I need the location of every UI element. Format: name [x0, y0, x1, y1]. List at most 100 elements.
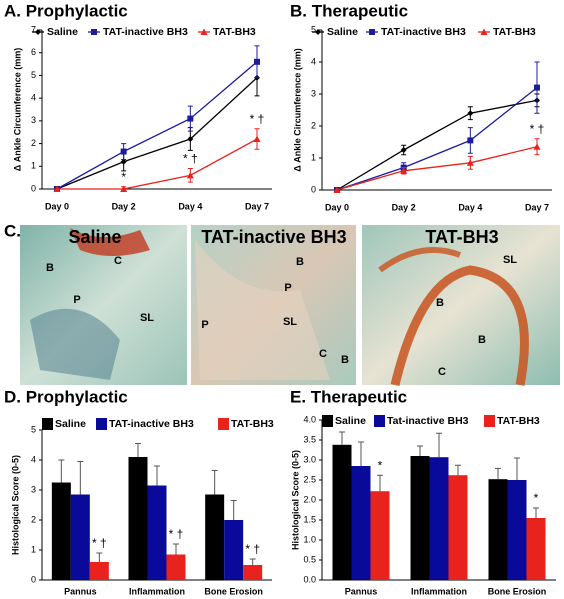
histology-label: C [319, 348, 327, 360]
x-tick-label: Inflammation [129, 586, 185, 596]
histology-label: SL [140, 312, 154, 324]
bar [70, 494, 90, 580]
marker [467, 137, 474, 144]
annotation: * † [250, 112, 265, 126]
y-tick-label: 1 [31, 544, 36, 554]
bar [370, 491, 390, 580]
legend-label: TAT-BH3 [231, 418, 274, 430]
legend-label: TAT-BH3 [213, 26, 256, 38]
histology-label: B [341, 354, 349, 366]
error-bar [249, 558, 256, 565]
chart-panel: D. Prophylactic Histological Score (0-5) 0… [4, 387, 274, 596]
marker [200, 28, 208, 35]
series-line [336, 146, 538, 191]
y-tick-label: 4 [311, 56, 316, 66]
bar [51, 482, 71, 580]
error-bar [495, 467, 501, 480]
y-axis-label: Δ Ankle Circumference (mm) [292, 48, 302, 172]
y-tick-label: 5 [31, 70, 36, 80]
y-tick-label: 6 [31, 47, 36, 57]
histology-label: B [436, 297, 444, 309]
bar [488, 479, 508, 580]
annotation: * [121, 170, 126, 184]
y-tick-label: 1 [311, 152, 316, 162]
stain [390, 265, 529, 387]
chart-panel: A. Prophylactic Δ Ankle Circumference (mm… [4, 1, 272, 211]
annotation: * † [92, 536, 107, 550]
histology-label: B [46, 262, 54, 274]
y-tick-label: 0 [31, 183, 36, 193]
bar [89, 562, 109, 580]
series-line [57, 138, 258, 190]
y-tick-label: 4 [31, 93, 36, 103]
x-tick-label: Pannus [345, 586, 378, 596]
y-axis-label: Δ Ankle Circumference (mm) [12, 48, 22, 172]
legend-swatch [374, 415, 385, 427]
error-bar [514, 457, 520, 480]
y-tick-label: 2 [311, 120, 316, 130]
marker [120, 158, 127, 165]
panel-label: C. [4, 221, 21, 240]
tissue [30, 308, 120, 380]
legend-label: Tat-inactive BH3 [387, 415, 469, 427]
y-tick-label: 3 [31, 484, 36, 494]
stain [378, 247, 462, 273]
chart-title: E. Therapeutic [290, 387, 407, 406]
stain [70, 228, 150, 256]
error-bar [358, 441, 364, 466]
x-tick-label: Inflammation [411, 586, 467, 596]
marker [467, 110, 474, 117]
y-tick-label: 0.5 [303, 554, 316, 564]
y-axis-label: Histological Score (0-5) [290, 450, 300, 550]
marker [254, 58, 260, 65]
histology-label: P [73, 294, 80, 306]
y-tick-label: 2.0 [303, 494, 316, 504]
series-line [56, 77, 258, 190]
histology-label: P [201, 319, 208, 331]
histology-title: TAT-inactive BH3 [201, 227, 346, 247]
y-tick-label: 4.0 [303, 414, 316, 424]
y-tick-label: 7 [31, 24, 36, 34]
series-line [56, 61, 258, 190]
y-tick-label: 0 [31, 574, 36, 584]
marker [480, 28, 488, 35]
marker [400, 147, 407, 153]
y-tick-label: 0.0 [303, 574, 316, 584]
error-bar [377, 474, 383, 492]
chart-title: B. Therapeutic [290, 1, 408, 20]
legend-swatch [322, 415, 333, 427]
y-tick-label: 1.0 [303, 534, 316, 544]
error-bar [77, 461, 84, 495]
tissue [195, 240, 330, 380]
marker [253, 135, 261, 143]
x-tick-label: Day 2 [112, 201, 136, 211]
legend-swatch [218, 418, 229, 430]
bar [507, 480, 527, 580]
legend-label: Saline [47, 26, 78, 38]
bar [128, 457, 148, 580]
legend-label: TAT-BH3 [493, 26, 536, 38]
legend-swatch [484, 415, 495, 427]
bar [526, 518, 546, 580]
y-tick-label: 3.5 [303, 434, 316, 444]
histology-images [20, 225, 560, 387]
error-bar [135, 443, 141, 457]
x-tick-label: Day 2 [392, 202, 416, 212]
y-axis-label: Histological Score (0-5) [10, 455, 20, 555]
y-tick-label: 4 [31, 454, 36, 464]
x-tick-label: Day 4 [178, 201, 202, 211]
bar [166, 554, 186, 580]
x-tick-label: Day 0 [325, 202, 349, 212]
y-tick-label: 3.0 [303, 454, 316, 464]
annotation: * [534, 491, 539, 505]
histology-label: SL [283, 316, 297, 328]
annotation: * † [530, 122, 545, 136]
x-tick-label: Day 0 [45, 201, 69, 211]
bar [243, 565, 263, 580]
error-bar [58, 459, 65, 483]
error-bar [417, 445, 423, 456]
y-tick-label: 5 [311, 24, 316, 34]
legend-label: TAT-inactive BH3 [109, 418, 194, 430]
